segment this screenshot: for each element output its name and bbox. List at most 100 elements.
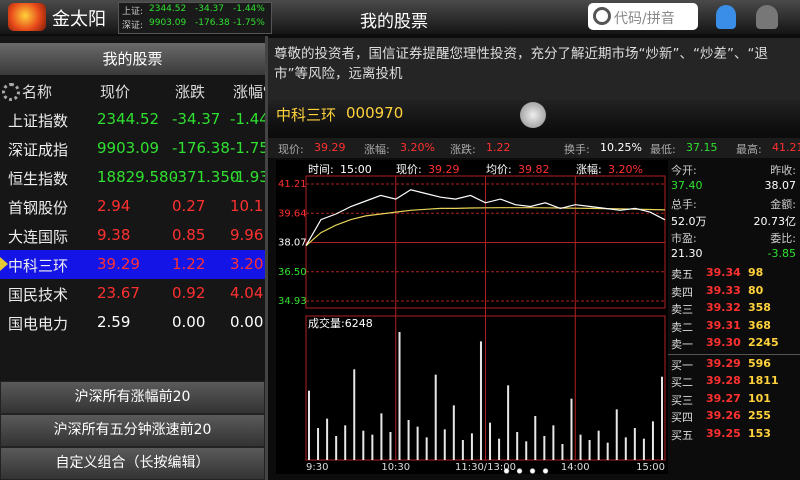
change: -34.37: [172, 110, 221, 128]
book-label: 买二: [671, 376, 693, 389]
watchlist-row[interactable]: 首钢股份 2.94 0.27 10.1: [0, 192, 265, 221]
index-price: 9903.09: [149, 18, 187, 28]
book-volume: 368: [748, 318, 771, 332]
stock-name: 中科三环: [276, 106, 337, 124]
volume-bar: [362, 430, 365, 460]
watchlist-row[interactable]: 国民技术 23.67 0.92 4.04: [0, 279, 265, 308]
stock-name: 恒生指数: [8, 170, 69, 188]
x-tick-label: 11:30/13:00: [455, 462, 516, 473]
intraday-chart: 34.93 36.50 38.07 39.64 41.21 9:30 10:30 11:30/…: [276, 160, 668, 474]
user-icon[interactable]: [716, 5, 736, 29]
chart-header-value: 39.29: [428, 163, 460, 176]
volume-bar: [371, 434, 374, 460]
index-pct: -1.75%: [233, 18, 265, 28]
price: 39.29: [97, 255, 140, 273]
quote-value: 41.21: [772, 141, 800, 154]
summary-label: 委比:: [770, 232, 796, 245]
chart-header-label: 涨幅:: [576, 163, 602, 176]
change: -371.350: [172, 168, 240, 186]
quote-value: 10.25%: [600, 141, 642, 154]
stock-name: 国电电力: [8, 315, 69, 333]
divider: [265, 36, 268, 480]
index-box: 上证: 2344.52 -34.37 -1.44% 深证: 9903.09 -176.38-…: [118, 2, 272, 34]
watchlist-row[interactable]: 中科三环 39.29 1.22 3.20: [0, 250, 265, 279]
chart-background: [276, 160, 668, 474]
volume-bar: [661, 376, 663, 460]
watchlist-table: 名称 现价 涨跌 涨幅% 上证指数 2344.52 -34.37 -1.44 深证成指 9903.…: [0, 76, 265, 376]
watchlist-row[interactable]: 上证指数 2344.52 -34.37 -1.44: [0, 105, 265, 134]
column-header: 涨幅%: [233, 83, 265, 101]
notice: 尊敬的投资者，国信证券提醒您理性投资，充分了解近期市场“炒新”、“炒差”、“退市…: [268, 38, 800, 106]
watchlist-row[interactable]: 深证成指 9903.09 -176.38 -1.75: [0, 134, 265, 163]
logo[interactable]: [8, 3, 46, 31]
stock-name: 深证成指: [8, 141, 69, 159]
change: 1.22: [172, 255, 206, 273]
y-tick-label: 36.50: [278, 267, 307, 278]
change-pct: 9.96: [230, 226, 264, 244]
book-volume: 358: [748, 301, 771, 314]
watchlist-row[interactable]: 恒生指数 18829.580 -371.350 -1.93: [0, 163, 265, 192]
account-icon[interactable]: [756, 5, 778, 29]
summary-panel: 今开: 37.40 昨收: 38.07 总手: 52.0万 金额: 20.73亿 市盈: 21.3…: [668, 162, 800, 472]
stock-name: 国民技术: [8, 286, 69, 304]
change-pct: -1.75: [230, 139, 265, 157]
book-price: 39.26: [706, 409, 741, 422]
chart-header-label: 均价:: [486, 163, 512, 176]
change: 0.00: [172, 313, 206, 331]
quote-label: 现价:: [278, 143, 304, 156]
quote-row: 现价: 39.29 涨幅: 3.20% 涨跌: 1.22 换手: 10.25% 最低: 37.15…: [268, 138, 800, 158]
change-pct: 3.20: [230, 255, 264, 273]
price: 9.38: [97, 226, 131, 244]
volume-bar: [615, 409, 618, 460]
volume-bar: [624, 437, 627, 460]
volume-bar: [489, 422, 492, 460]
change-pct: 4.04: [230, 284, 264, 302]
book-price: 39.27: [706, 391, 741, 405]
index-name: 深证:: [122, 21, 144, 31]
summary-value: 37.40: [671, 179, 703, 192]
menu-button[interactable]: 沪深所有五分钟涨速前20: [0, 414, 265, 447]
price: 2.94: [97, 197, 131, 215]
volume-bar: [335, 436, 338, 460]
book-price: 39.25: [706, 426, 741, 440]
watchlist-row[interactable]: 大连国际 9.38 0.85 9.96: [0, 221, 265, 250]
change: 0.92: [172, 284, 206, 302]
volume-bar: [443, 429, 446, 460]
change-pct: 10.1: [230, 197, 264, 215]
change: 0.27: [172, 197, 206, 215]
volume-bar: [479, 341, 482, 460]
volume-bar: [317, 428, 320, 460]
menu-button[interactable]: 沪深所有涨幅前20: [0, 381, 265, 414]
summary-label: 总手:: [671, 198, 697, 211]
change-pct: -1.93: [230, 168, 265, 186]
menu-button[interactable]: 自定义组合（长按编辑）: [0, 447, 265, 480]
index-name: 上证:: [122, 7, 144, 17]
volume-bar: [507, 385, 510, 460]
quote-label: 换手:: [564, 143, 590, 156]
watchlist-row[interactable]: 国电电力 2.59 0.00 0.00: [0, 308, 265, 337]
volume-bar: [434, 374, 437, 460]
volume-bar: [606, 442, 609, 460]
button-group: 沪深所有涨幅前20 沪深所有五分钟涨速前20 自定义组合（长按编辑）: [0, 381, 265, 480]
change-pct: -1.44: [230, 110, 265, 128]
volume-bar: [588, 440, 591, 460]
summary-value: 21.30: [671, 247, 703, 260]
volume-bar: [353, 369, 356, 460]
y-tick-label: 38.07: [278, 238, 307, 249]
price: 2.59: [97, 313, 131, 331]
summary-label: 市盈:: [671, 232, 697, 245]
book-label: 买五: [671, 428, 693, 442]
chart-header-value: 39.82: [518, 163, 550, 176]
index-price: 2344.52: [149, 4, 187, 14]
index-change: -176.38: [195, 18, 230, 28]
price: 2344.52: [97, 110, 160, 128]
volume-label: 成交量:6248: [308, 316, 373, 330]
book-label: 买一: [671, 358, 693, 372]
book-price: 39.31: [706, 318, 741, 332]
volume-bar: [633, 428, 636, 460]
stock-name: 大连国际: [8, 228, 69, 246]
x-tick-label: 15:00: [636, 462, 665, 473]
volume-bar: [570, 398, 573, 460]
refresh-button[interactable]: [520, 102, 546, 128]
